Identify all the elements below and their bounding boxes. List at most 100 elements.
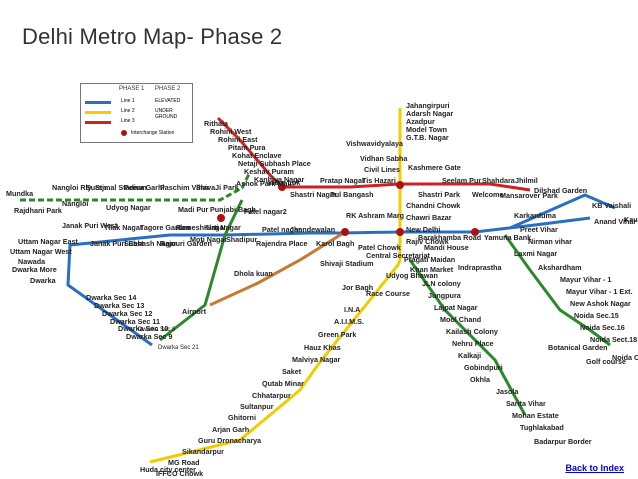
interchange-icon[interactable] <box>471 228 479 236</box>
station-label-jungpura[interactable]: Jungpura <box>428 291 462 300</box>
station-label-jor-bagh[interactable]: Jor Bagh <box>342 283 373 292</box>
station-label-ghitorni[interactable]: Ghitorni <box>228 413 256 422</box>
station-label-adarsh[interactable]: Adarsh Nagar <box>406 109 453 118</box>
station-label-paschim[interactable]: Paschim Vihar <box>160 183 210 192</box>
station-label-anand[interactable]: Anand Vihar ISBT <box>594 217 638 226</box>
station-label-jln[interactable]: JLN colony <box>422 279 461 288</box>
station-label-vidhan[interactable]: Vidhan Sabha <box>360 154 408 163</box>
station-label-janak-west[interactable]: Janak Puri West <box>62 221 118 230</box>
station-label-mg-road[interactable]: MG Road <box>168 458 200 467</box>
station-label-netaji[interactable]: Netaji Subhash Place <box>238 159 311 168</box>
station-label-rajiv[interactable]: Rajiv Chowk <box>406 237 449 246</box>
station-label-kalkaji[interactable]: Kalkaji <box>458 351 481 360</box>
station-label-mandi[interactable]: Mandi House <box>424 243 469 252</box>
station-label-new-delhi[interactable]: New Delhi <box>406 225 440 234</box>
station-label-kaushambi[interactable]: Kaushambi <box>624 215 638 224</box>
station-label-rk-ashram[interactable]: RK Ashram Marg <box>346 211 404 220</box>
station-label-pitam-pura[interactable]: Pitam Pura <box>228 143 267 152</box>
station-label-dwarka-mor[interactable]: Dwarka More <box>12 265 57 274</box>
station-label-dw9[interactable]: Dwarka Sec 9 <box>126 332 172 341</box>
station-label-dhola[interactable]: Dhola kuan <box>234 269 273 278</box>
station-label-pratap-nagar[interactable]: Pratap Nagar <box>320 176 365 185</box>
station-label-shahdara[interactable]: Shahdara <box>482 176 516 185</box>
station-label-qutab[interactable]: Qutab Minar <box>262 379 304 388</box>
station-label-chhatarpur[interactable]: Chhatarpur <box>252 391 291 400</box>
station-label-jasola[interactable]: Jasola <box>496 387 519 396</box>
station-label-noida16[interactable]: Noida Sec.16 <box>580 323 625 332</box>
station-label-green-park[interactable]: Green Park <box>318 330 356 339</box>
station-label-rajdhani[interactable]: Rajdhani Park <box>14 206 62 215</box>
station-label-civil[interactable]: Civil Lines <box>364 165 400 174</box>
station-label-moti[interactable]: Moti Nagar <box>190 235 227 244</box>
station-label-moolchand[interactable]: Mool Chand <box>440 315 481 324</box>
station-label-dw10[interactable]: Dwarka Sec 10 <box>118 324 168 333</box>
station-label-rajendra[interactable]: Rajendra Place <box>256 239 308 248</box>
station-label-central-sec[interactable]: Central Secretariat <box>366 251 431 260</box>
station-label-shivaji-stadium[interactable]: Shivaji Stadium <box>320 259 374 268</box>
station-label-rohini-west[interactable]: Rohini West <box>210 127 252 136</box>
station-label-ina[interactable]: I.N.A <box>344 305 360 314</box>
station-label-peera[interactable]: Peera Garhi <box>124 183 164 192</box>
station-label-okhla[interactable]: Okhla <box>470 375 491 384</box>
station-label-rohini-east[interactable]: Rohini East <box>218 135 258 144</box>
station-label-nirman[interactable]: Nirman vihar <box>528 237 572 246</box>
station-label-karol[interactable]: Karol Bagh <box>316 239 354 248</box>
station-label-mayur1[interactable]: Mayur Vihar - 1 <box>560 275 611 284</box>
interchange-icon[interactable] <box>341 228 349 236</box>
station-label-kb-vaishali[interactable]: KB Vaishali <box>592 201 631 210</box>
station-label-ashok-park[interactable]: Ashok Park Main <box>236 179 294 188</box>
station-label-mundka[interactable]: Mundka <box>6 189 34 198</box>
station-label-gobindpuri[interactable]: Gobindpuri <box>464 363 503 372</box>
station-label-indraprastha[interactable]: Indraprastha <box>458 263 503 272</box>
station-label-keshav[interactable]: Keshav Puram <box>244 167 294 176</box>
station-label-kashmere[interactable]: Kashmere Gate <box>408 163 461 172</box>
station-label-ramesh[interactable]: Ramesh Nagar <box>176 223 227 232</box>
station-label-akshardham[interactable]: Akshardham <box>538 263 582 272</box>
station-label-janak-east[interactable]: Janak Puri East <box>90 239 144 248</box>
station-label-nawada[interactable]: Nawada <box>18 257 46 266</box>
station-label-nangloi[interactable]: Nangloi <box>62 199 88 208</box>
station-label-patel-nagar[interactable]: Patel nagar <box>262 225 301 234</box>
station-label-noida15[interactable]: Noida Sec.15 <box>574 311 619 320</box>
station-label-shastri-park[interactable]: Shastri Park <box>418 190 460 199</box>
station-label-shivaji-park[interactable]: ShivaJi Park <box>196 183 239 192</box>
station-label-pragati[interactable]: Pragati Maidan <box>404 255 455 264</box>
station-label-surajmal[interactable]: Surajmal Stadium <box>86 183 147 192</box>
station-label-khan[interactable]: Khan Market <box>410 265 454 274</box>
station-label-rajouri[interactable]: Rajouri Garden <box>160 239 212 248</box>
station-label-mansarover[interactable]: Mansarover Park <box>500 191 558 200</box>
station-label-nangloi-rly[interactable]: Nangloi Rly. Stn. <box>52 183 109 192</box>
station-label-dw13[interactable]: Dwarka Sec 13 <box>94 301 144 310</box>
station-label-dw14[interactable]: Dwarka Sec 14 <box>86 293 136 302</box>
station-label-kirti[interactable]: Kirti Nagar <box>204 223 241 232</box>
station-label-tis-hazari[interactable]: Tis Hazari <box>362 176 396 185</box>
station-label-mayur1e[interactable]: Mayur Vihar - 1 Ext. <box>566 287 633 296</box>
station-label-noida-city[interactable]: Noida City Center <box>612 353 638 362</box>
station-label-shadipur[interactable]: Shadipur <box>226 235 257 244</box>
station-label-nehru[interactable]: Nehru Place <box>452 339 494 348</box>
station-label-aiims[interactable]: A.I.I.M.S. <box>334 317 364 326</box>
station-label-badarpur[interactable]: Badarpur Border <box>534 437 592 446</box>
station-label-kailash[interactable]: Kailash Colony <box>446 327 498 336</box>
station-label-iffco[interactable]: IFFCO Chowk <box>156 469 203 478</box>
station-label-vishwa[interactable]: Vishwavidyalaya <box>346 139 404 148</box>
station-label-laxmi[interactable]: Laxmi Nagar <box>514 249 557 258</box>
station-label-sultanpur[interactable]: Sultanpur <box>240 402 274 411</box>
station-label-arjan[interactable]: Arjan Garh <box>212 425 249 434</box>
station-label-kohat[interactable]: Kohat Enclave <box>232 151 282 160</box>
station-label-dilshad[interactable]: Dilshad Garden <box>534 186 587 195</box>
station-label-udyog-nagar[interactable]: Udyog Nagar <box>106 203 151 212</box>
station-label-race[interactable]: Race Course <box>366 289 410 298</box>
station-label-malviya[interactable]: Malviya Nagar <box>292 355 341 364</box>
station-label-guru[interactable]: Guru Dronacharya <box>198 436 262 445</box>
station-label-barakhamba[interactable]: Barakhamba Road <box>418 233 481 242</box>
interchange-icon[interactable] <box>278 183 286 191</box>
station-label-dwarka[interactable]: Dwarka <box>30 276 57 285</box>
station-label-pul-bangash[interactable]: Pul Bangash <box>330 190 374 199</box>
station-label-mohan[interactable]: Mohan Estate <box>512 411 559 420</box>
station-label-new-ashok[interactable]: New Ashok Nagar <box>570 299 631 308</box>
station-label-yamuna[interactable]: Yamuna Bank <box>484 233 531 242</box>
station-label-chandni[interactable]: Chandni Chowk <box>406 201 460 210</box>
station-label-seelam-pur[interactable]: Seelam Pur <box>442 176 481 185</box>
station-label-inder-lok[interactable]: Inder Lok <box>268 178 300 187</box>
